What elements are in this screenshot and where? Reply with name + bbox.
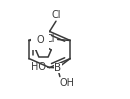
Text: HO: HO (31, 62, 46, 72)
Text: B: B (54, 63, 61, 73)
Text: Cl: Cl (52, 10, 61, 20)
Text: O: O (36, 35, 44, 45)
Text: Cl: Cl (46, 34, 55, 44)
Text: OH: OH (60, 78, 75, 88)
